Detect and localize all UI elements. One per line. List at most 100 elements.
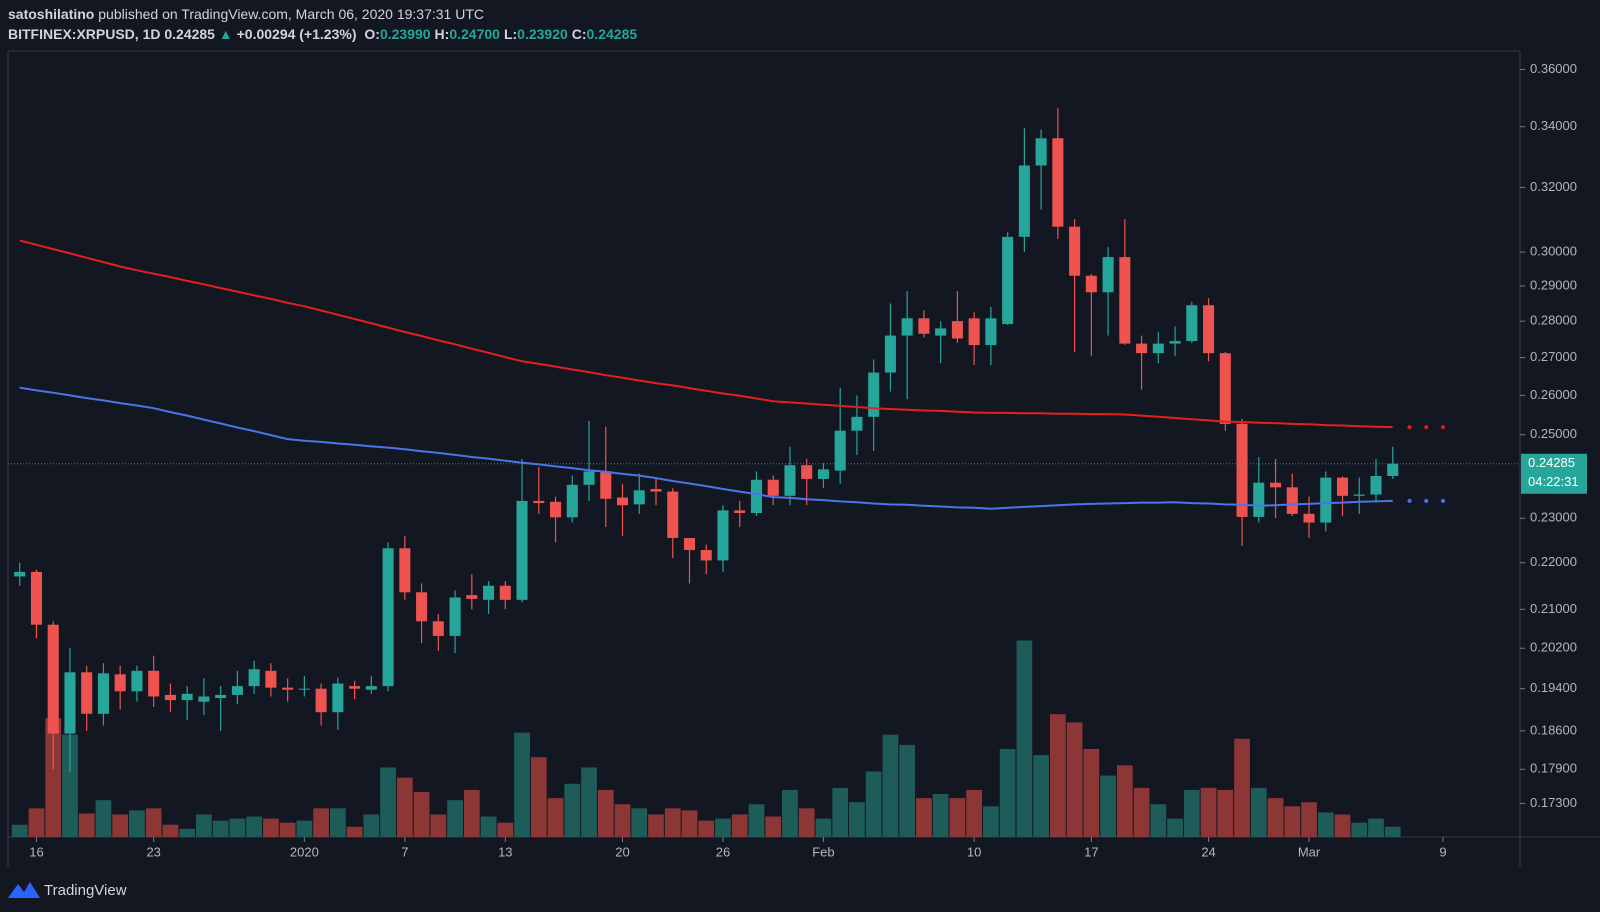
candle-body [1018, 165, 1030, 237]
y-tick-label: 0.17300 [1530, 795, 1577, 810]
volume-bar [1317, 812, 1334, 837]
candle-body [616, 497, 629, 506]
candle-body [349, 686, 361, 689]
countdown-label: 04:22:31 [1528, 474, 1579, 489]
candle-body [248, 669, 260, 687]
y-tick-label: 0.32000 [1530, 179, 1577, 194]
volume-bar [112, 814, 129, 837]
volume-bar [949, 798, 966, 837]
volume-bar [614, 804, 631, 837]
candle-body [1270, 482, 1282, 488]
volume-bar [1150, 804, 1167, 837]
candle-body [1336, 477, 1349, 496]
volume-bar [849, 802, 865, 837]
x-tick-label: 7 [401, 844, 408, 859]
candle-body [566, 484, 578, 518]
candles [14, 107, 1399, 773]
y-tick-label: 0.17900 [1530, 761, 1577, 776]
candle-body [935, 328, 947, 336]
volume-bar [681, 810, 698, 837]
volume-bar [196, 814, 212, 837]
candle-body [1286, 487, 1298, 514]
volume-bar [664, 808, 681, 837]
x-tick-label: 20 [615, 844, 629, 859]
volume-bar [1234, 738, 1250, 837]
candle-body [951, 321, 963, 339]
volume-bar [179, 828, 196, 837]
candle-body [81, 672, 93, 714]
volume-bar [396, 777, 413, 837]
ma-projection-dot [1424, 425, 1429, 430]
candle-body [633, 490, 645, 505]
candle-body [1085, 275, 1097, 293]
candle-body [834, 430, 846, 471]
candle-body [901, 318, 913, 336]
volume-bar [514, 732, 530, 837]
y-tick-label: 0.18600 [1530, 722, 1577, 737]
volume-bar [413, 791, 430, 837]
candle-body [164, 694, 176, 701]
y-tick-label: 0.29000 [1530, 277, 1577, 292]
volume-bar [246, 816, 263, 837]
ma-projection-dot [1440, 498, 1445, 503]
candle-body [583, 471, 595, 485]
volume-bar [1351, 822, 1368, 837]
volume-bar [447, 800, 463, 837]
brand-logo: TradingView [8, 882, 127, 899]
candle-body [365, 686, 377, 690]
volume-bar [229, 818, 246, 837]
change: +0.00294 (+1.23%) [236, 26, 357, 42]
author: satoshilatino [8, 6, 95, 22]
volume-bar [78, 813, 95, 837]
candle-body [382, 548, 394, 687]
y-tick-label: 0.23000 [1530, 510, 1577, 525]
volume-bar [765, 816, 782, 837]
candle-body [1152, 343, 1164, 354]
ohlc: O:0.23990 H:0.24700 L:0.23920 C:0.24285 [360, 26, 637, 42]
candle-body [64, 672, 76, 734]
volume-bar [263, 818, 279, 837]
volume-bar [497, 822, 514, 837]
change-arrow: ▲ [218, 26, 233, 42]
candle-body [483, 585, 495, 600]
logo-icon [8, 882, 40, 898]
volume-bar [882, 734, 899, 837]
candle-body [717, 510, 729, 561]
candle-body [516, 500, 528, 600]
candle-body [1136, 343, 1148, 354]
volume-bar [748, 804, 765, 837]
y-tick-label: 0.27000 [1530, 349, 1577, 364]
x-tick-label: 23 [146, 844, 160, 859]
x-tick-label: 2020 [290, 844, 319, 859]
candle-body [1320, 477, 1332, 523]
volume-bar [1083, 748, 1100, 837]
volume-bar [313, 808, 329, 837]
volume-bar [430, 814, 447, 837]
candle-body [416, 592, 428, 622]
published: published on TradingView.com, March 06, … [98, 6, 485, 22]
volume-bar [1267, 798, 1284, 837]
volume-bar [1033, 755, 1049, 837]
volume-bar [648, 814, 664, 837]
volume-bar [631, 808, 648, 837]
candle-body [1303, 513, 1315, 523]
ohlc-key: L: [503, 26, 518, 42]
candle-body [533, 500, 545, 504]
volume-bar [129, 810, 145, 837]
volume-bar [715, 818, 731, 837]
y-tick-label: 0.30000 [1530, 244, 1577, 259]
volume-bar [1016, 640, 1033, 837]
candle-body [1387, 463, 1399, 476]
volume-bar [815, 818, 832, 837]
candle-body [466, 595, 478, 599]
candle-body [1203, 305, 1215, 354]
volume-bar [11, 824, 28, 837]
symbol: BITFINEX:XRPUSD, 1D [8, 26, 161, 42]
candle-body [1119, 257, 1131, 344]
volume-bar [45, 718, 62, 837]
candle-body [449, 597, 461, 636]
candle-body [817, 469, 829, 479]
candle-body [1052, 138, 1064, 227]
volume-bar [145, 808, 162, 837]
